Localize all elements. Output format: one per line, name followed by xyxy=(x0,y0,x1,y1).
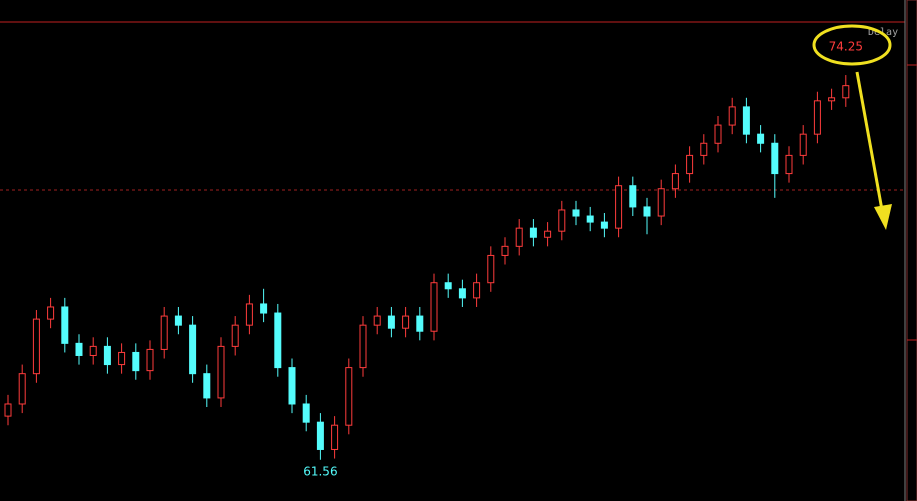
highlight-ellipse xyxy=(812,24,892,66)
candle-body xyxy=(544,230,552,238)
candle-body xyxy=(331,424,339,450)
candle-body xyxy=(217,345,225,399)
candle-body xyxy=(345,367,353,426)
candle-body xyxy=(842,85,850,99)
candle-body xyxy=(118,351,126,366)
candle-body xyxy=(146,348,154,372)
candle-body xyxy=(728,106,736,126)
candle-body xyxy=(615,185,623,229)
candle-body xyxy=(501,245,509,256)
candle-body xyxy=(785,154,793,175)
candle-body xyxy=(529,227,537,238)
candle-body xyxy=(671,173,679,190)
candle-body xyxy=(18,373,26,405)
candle-body xyxy=(586,215,594,223)
candle-body xyxy=(629,185,637,208)
candle-body xyxy=(487,254,495,284)
candle-body xyxy=(572,209,580,217)
candle-body xyxy=(160,315,168,350)
candle-body xyxy=(657,188,665,217)
candle-body xyxy=(302,403,310,423)
candle-body xyxy=(4,403,12,417)
candle-body xyxy=(402,315,410,329)
price-annotation: 74.25 xyxy=(829,40,863,54)
candle-body xyxy=(643,206,651,217)
candle-body xyxy=(600,221,608,229)
candle-body xyxy=(430,282,438,332)
candle-body xyxy=(799,133,807,156)
candle-body xyxy=(558,209,566,232)
candle-body xyxy=(274,312,282,369)
candle-body xyxy=(61,306,69,344)
candle-body xyxy=(373,315,381,326)
candle-body xyxy=(189,324,197,375)
candle-body xyxy=(245,303,253,326)
candle-body xyxy=(132,351,140,372)
candle-body xyxy=(686,154,694,175)
candle-body xyxy=(473,282,481,299)
candle-body xyxy=(757,133,765,144)
candle-body xyxy=(75,342,83,356)
candle-body xyxy=(813,100,821,135)
candle-body xyxy=(203,373,211,399)
candle-body xyxy=(515,227,523,247)
candle-body xyxy=(316,421,324,450)
candle-body xyxy=(742,106,750,135)
candle-body xyxy=(444,282,452,290)
side-panel xyxy=(906,0,917,501)
candle-body xyxy=(103,345,111,366)
candle-body xyxy=(47,306,55,320)
candle-body xyxy=(288,367,296,405)
candle-body xyxy=(828,97,836,102)
candle-body xyxy=(458,288,466,299)
candle-body xyxy=(359,324,367,369)
candle-body xyxy=(231,324,239,347)
candle-body xyxy=(700,142,708,156)
candle-body xyxy=(387,315,395,329)
candle-body xyxy=(416,315,424,332)
candle-body xyxy=(89,345,97,356)
candle-body xyxy=(714,124,722,144)
arrow-head xyxy=(874,204,892,230)
candle-body xyxy=(32,318,40,375)
candle-body xyxy=(174,315,182,326)
price-annotation: 61.56 xyxy=(303,464,337,478)
candle-body xyxy=(771,142,779,175)
arrow-shaft xyxy=(855,71,884,211)
candle-body xyxy=(260,303,268,314)
